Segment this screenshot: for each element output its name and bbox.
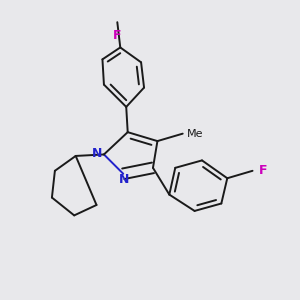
Text: N: N xyxy=(92,147,103,160)
Text: F: F xyxy=(259,164,268,177)
Text: F: F xyxy=(113,29,122,42)
Text: N: N xyxy=(119,172,129,186)
Text: Me: Me xyxy=(187,129,204,139)
